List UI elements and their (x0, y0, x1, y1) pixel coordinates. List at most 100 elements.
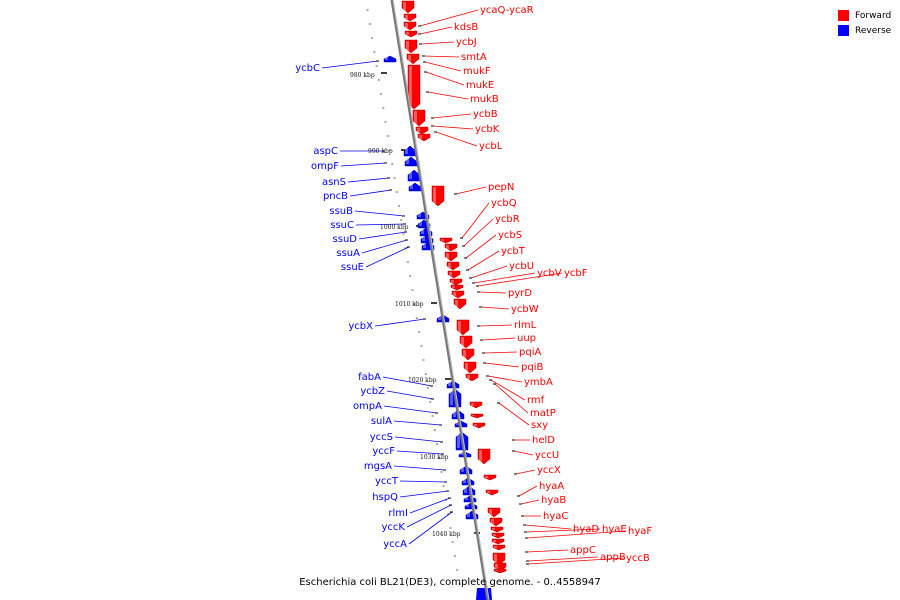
gene-label-mukf[interactable]: mukF (463, 66, 491, 77)
gene-label-ycbs[interactable]: ycbS (498, 230, 522, 241)
gene-label-hspq[interactable]: hspQ (372, 492, 398, 503)
gene-yccx[interactable] (485, 489, 499, 496)
gene-appc[interactable] (492, 552, 506, 566)
gene-label-ycbl[interactable]: ycbL (479, 141, 503, 152)
gene-label-ssud[interactable]: ssuD (333, 234, 358, 245)
gene-label-mgsa[interactable]: mgsA (364, 461, 392, 472)
gene-uup[interactable] (459, 335, 473, 349)
gene-label-ycck[interactable]: yccK (382, 522, 406, 533)
gene-label-ompf[interactable]: ompF (311, 161, 339, 172)
gene-label-yccf[interactable]: yccF (372, 446, 395, 457)
gene-label-uup[interactable]: uup (517, 333, 536, 344)
gene-label-yccs[interactable]: yccS (370, 432, 393, 443)
gene-label-hyae[interactable]: hyaE (602, 524, 627, 535)
gene-hyae[interactable] (491, 538, 505, 545)
gene-smta[interactable] (404, 30, 418, 38)
gene-label-kdsb[interactable]: kdsB (454, 22, 478, 33)
gene-hyaa[interactable] (487, 507, 501, 518)
gene-label-mukb[interactable]: mukB (470, 94, 499, 105)
gene-label-matp[interactable]: matP (530, 408, 556, 419)
gene-ycbu[interactable] (447, 270, 461, 279)
gene-label-hyaf[interactable]: hyaF (628, 526, 652, 537)
gene-label-ycbu[interactable]: ycbU (509, 261, 534, 272)
gene-label-appb[interactable]: appB (600, 552, 626, 563)
gene-pqib[interactable] (463, 361, 477, 374)
gene-label-hyac[interactable]: hyaC (543, 511, 568, 522)
gene-ycbb[interactable] (412, 109, 426, 127)
gene-label-rlmi[interactable]: rlmI (388, 508, 408, 519)
gene-label-pyrd[interactable]: pyrD (508, 288, 532, 299)
gene-ycbr[interactable] (444, 243, 458, 252)
gene-label-yccu[interactable]: yccU (535, 450, 559, 461)
gene-ycbv[interactable] (449, 278, 463, 286)
gene-pqia[interactable] (461, 348, 475, 361)
gene-label-sxy[interactable]: sxy (531, 420, 548, 431)
gene-mukf[interactable] (404, 39, 418, 54)
gene-kdsb[interactable] (403, 13, 417, 22)
gene-label-ycbb[interactable]: ycbB (473, 109, 498, 120)
gene-label-ompa[interactable]: ompA (353, 401, 382, 412)
gene-ycbt[interactable] (446, 261, 460, 271)
gene-label-ycbj[interactable]: ycbJ (456, 37, 477, 48)
gene-label-smta[interactable]: smtA (461, 52, 487, 63)
gene-label-asns[interactable]: asnS (322, 177, 346, 188)
gene-ycbl[interactable] (417, 133, 431, 142)
gene-label-ssub[interactable]: ssuB (329, 206, 353, 217)
gene-held[interactable] (477, 448, 491, 465)
gene-label-yccx[interactable]: yccX (537, 465, 561, 476)
gene-sxy[interactable] (472, 422, 486, 429)
gene-yccb[interactable] (493, 568, 507, 574)
gene-label-rlml[interactable]: rlmL (514, 320, 537, 331)
gene-hyab[interactable] (489, 517, 503, 527)
gene-label-ycbt[interactable]: ycbT (501, 246, 526, 257)
gene-ompf[interactable] (404, 156, 418, 167)
gene-label-appc[interactable]: appC (570, 545, 596, 556)
gene-label-ssua[interactable]: ssuA (336, 248, 360, 259)
gene-rmf[interactable] (469, 401, 483, 409)
gene-ycbf[interactable] (450, 284, 464, 291)
gene-hyad[interactable] (491, 532, 505, 539)
gene-ycaq-ycar[interactable] (401, 0, 415, 14)
gene-label-ycaq-ycar[interactable]: ycaQ-ycaR (480, 5, 534, 16)
gene-hyaf[interactable] (492, 544, 506, 551)
gene-label-pncb[interactable]: pncB (323, 191, 348, 202)
gene-yccu[interactable] (483, 474, 497, 481)
gene-matp[interactable] (470, 413, 484, 419)
gene-ycbj[interactable] (403, 21, 417, 31)
gene-label-pqia[interactable]: pqiA (519, 347, 541, 358)
gene-label-ycca[interactable]: yccA (383, 539, 407, 550)
gene-label-muke[interactable]: mukE (466, 80, 494, 91)
gene-pncb[interactable] (408, 182, 422, 192)
gene-pyrd[interactable] (451, 290, 465, 299)
gene-label-pepn[interactable]: pepN (488, 182, 514, 193)
gene-label-ycbz[interactable]: ycbZ (360, 386, 385, 397)
gene-pepn[interactable] (431, 185, 445, 207)
gene-bottom-partial[interactable] (476, 588, 492, 600)
gene-ycbc[interactable] (383, 55, 397, 63)
gene-ymba[interactable] (465, 373, 479, 382)
gene-label-ycbr[interactable]: ycbR (495, 214, 520, 225)
gene-label-ycct[interactable]: yccT (375, 476, 399, 487)
gene-label-hyab[interactable]: hyaB (541, 495, 566, 506)
gene-ycbq[interactable] (439, 237, 453, 244)
gene-label-ycbv[interactable]: ycbV (537, 268, 562, 279)
gene-label-ycbq[interactable]: ycbQ (491, 198, 517, 209)
gene-ycbk[interactable] (415, 126, 429, 135)
gene-label-ycbx[interactable]: ycbX (348, 321, 373, 332)
gene-label-rmf[interactable]: rmf (527, 395, 545, 406)
gene-label-pqib[interactable]: pqiB (521, 362, 543, 373)
gene-label-ycbf[interactable]: ycbF (564, 268, 588, 279)
gene-label-held[interactable]: helD (532, 435, 555, 446)
gene-label-sula[interactable]: sulA (371, 416, 392, 427)
gene-ycbw[interactable] (453, 298, 467, 310)
gene-label-ymba[interactable]: ymbA (524, 377, 553, 388)
gene-label-ssuc[interactable]: ssuC (330, 220, 354, 231)
gene-label-ssue[interactable]: ssuE (341, 262, 364, 273)
gene-label-hyad[interactable]: hyaD (573, 524, 599, 535)
gene-ycbs[interactable] (444, 251, 458, 262)
gene-label-ycbk[interactable]: ycbK (475, 124, 500, 135)
gene-label-hyaa[interactable]: hyaA (539, 481, 564, 492)
gene-rlml[interactable] (456, 319, 470, 336)
gene-hyac[interactable] (490, 526, 504, 533)
gene-label-faba[interactable]: fabA (358, 372, 381, 383)
